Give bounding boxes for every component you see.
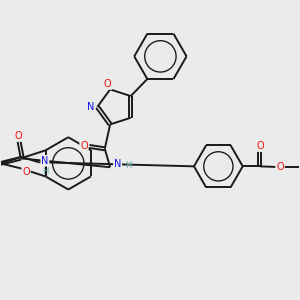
- Text: N: N: [87, 102, 94, 112]
- Text: O: O: [104, 79, 112, 89]
- Text: N: N: [114, 159, 121, 169]
- Text: O: O: [22, 167, 30, 177]
- Text: O: O: [257, 141, 264, 151]
- Text: H: H: [125, 161, 131, 170]
- Text: O: O: [80, 141, 88, 151]
- Text: O: O: [276, 162, 284, 172]
- Text: H: H: [42, 167, 48, 176]
- Text: N: N: [41, 156, 49, 166]
- Text: O: O: [15, 131, 22, 141]
